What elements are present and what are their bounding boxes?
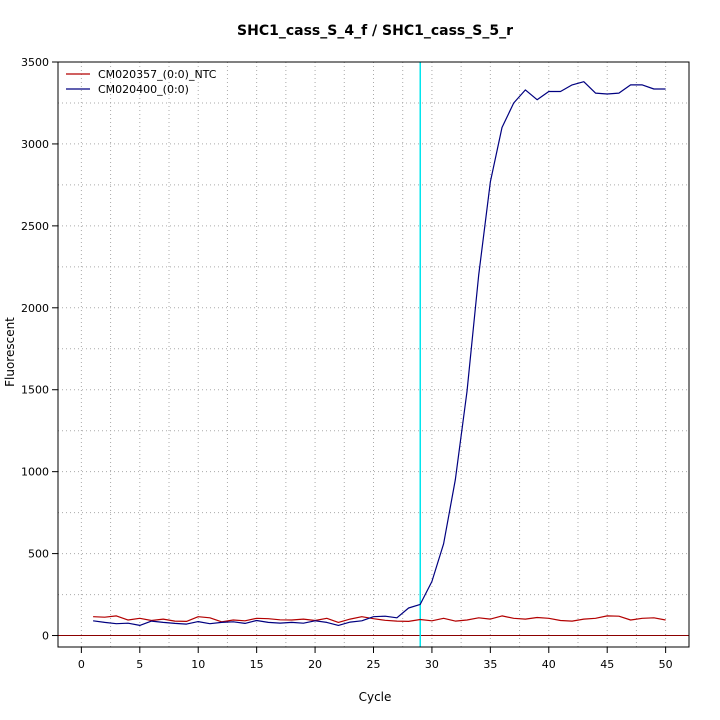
reference-lines (58, 62, 689, 647)
chart-title: SHC1_cass_S_4_f / SHC1_cass_S_5_r (237, 23, 513, 39)
grid-lines (58, 61, 689, 647)
series-lines (93, 81, 666, 627)
x-tick-label: 5 (136, 658, 143, 671)
y-tick-label: 1000 (21, 466, 49, 479)
y-axis-label: Fluorescent (3, 317, 17, 387)
axes: 0 5 10 15 20 25 30 35 40 45 5005001000150020002500… (21, 56, 673, 671)
x-tick-label: 10 (191, 658, 205, 671)
x-tick-label: 45 (600, 658, 614, 671)
x-tick-label: 35 (483, 658, 497, 671)
x-tick-label: 15 (250, 658, 264, 671)
x-tick-label: 20 (308, 658, 322, 671)
y-tick-label: 500 (28, 548, 49, 561)
legend-label: CM020357_(0:0)_NTC (98, 68, 217, 81)
x-tick-label: 50 (659, 658, 673, 671)
y-tick-label: 3500 (21, 56, 49, 69)
y-tick-label: 2000 (21, 302, 49, 315)
legend-label: CM020400_(0:0) (98, 83, 189, 96)
y-tick-label: 3000 (21, 138, 49, 151)
y-tick-label: 1500 (21, 384, 49, 397)
legend: CM020357_(0:0)_NTC CM020400_(0:0) (66, 68, 217, 96)
series-line (93, 81, 666, 627)
x-tick-label: 30 (425, 658, 439, 671)
y-tick-label: 0 (42, 630, 49, 643)
series-line (93, 615, 666, 624)
x-axis-label: Cycle (359, 690, 392, 704)
x-tick-label: 40 (542, 658, 556, 671)
x-tick-label: 25 (367, 658, 381, 671)
y-tick-label: 2500 (21, 220, 49, 233)
x-tick-label: 0 (78, 658, 85, 671)
